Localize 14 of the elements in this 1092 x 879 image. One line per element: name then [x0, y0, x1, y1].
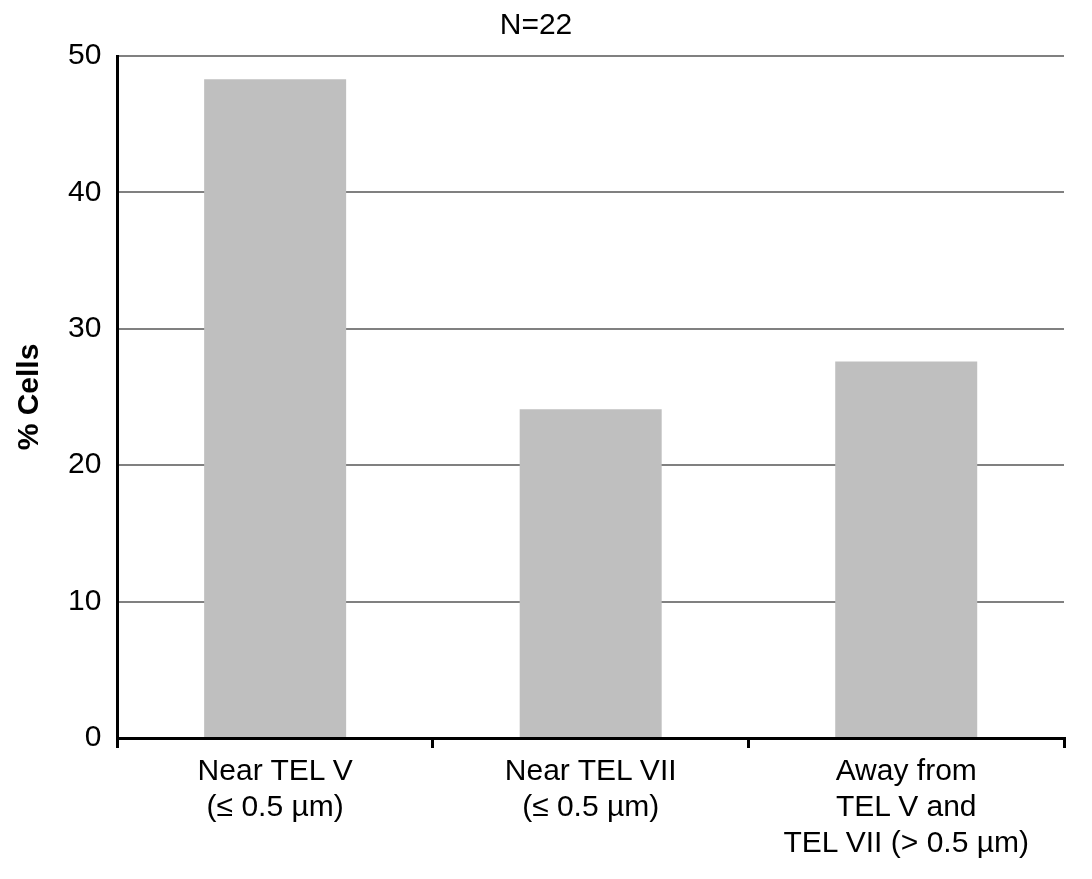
- y-tick-label: 0: [84, 719, 102, 753]
- x-tick-label: Near TEL V (≤ 0.5 µm): [197, 753, 353, 823]
- y-tick-label: 50: [67, 37, 102, 71]
- y-tick-label: 40: [67, 173, 102, 207]
- chart-title: N=22: [499, 7, 573, 41]
- bar: [835, 361, 978, 737]
- y-tick-label: 20: [67, 446, 102, 480]
- x-tick-label: Near TEL VII (≤ 0.5 µm): [504, 753, 677, 823]
- y-tick-label: 10: [67, 582, 102, 616]
- bar: [519, 409, 662, 737]
- y-axis-title: % Cells: [11, 343, 45, 451]
- y-tick-label: 30: [67, 310, 102, 344]
- x-tick-label: Away from TEL V and TEL VII (> 0.5 µm): [783, 753, 1029, 859]
- bar: [204, 79, 347, 737]
